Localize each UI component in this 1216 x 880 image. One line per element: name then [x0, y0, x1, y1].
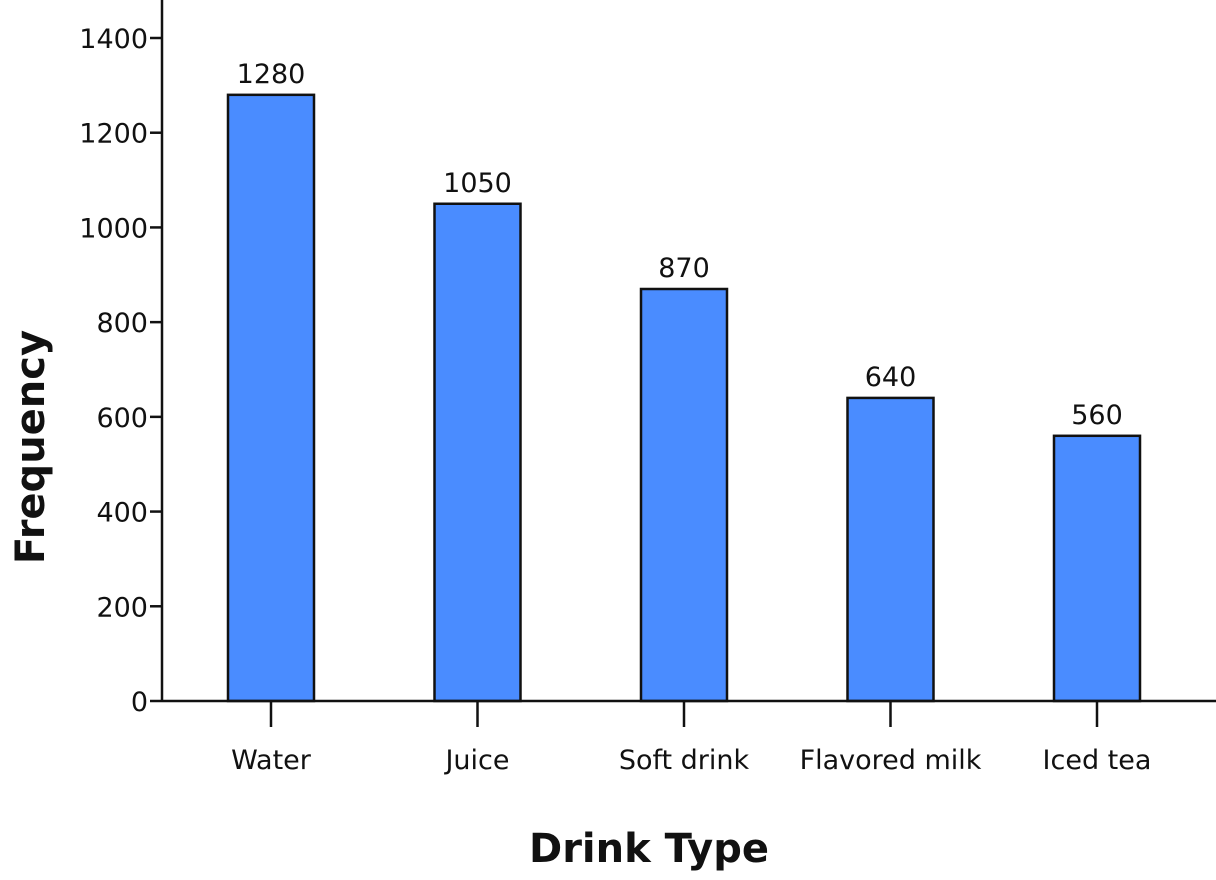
y-axis-title: Frequency — [8, 330, 54, 564]
x-tick-label: Soft drink — [619, 745, 750, 776]
data-labels: 1280 1050 870 640 560 — [237, 59, 1123, 431]
bar-value-label: 1280 — [237, 59, 306, 90]
bar-value-label: 1050 — [443, 168, 512, 199]
y-tick-label: 800 — [96, 308, 148, 339]
bar-value-label: 870 — [658, 253, 710, 284]
bar — [433, 202, 522, 703]
y-tick-label: 0 — [131, 687, 148, 718]
y-tick-label: 1200 — [79, 119, 148, 150]
x-tick-label: Flavored milk — [800, 745, 982, 776]
x-tick-label: Iced tea — [1043, 745, 1152, 776]
bar — [639, 287, 729, 703]
x-tick-label: Juice — [443, 745, 509, 776]
y-tick-label: 400 — [96, 498, 148, 529]
bar-value-label: 560 — [1071, 400, 1123, 431]
bars — [226, 93, 1142, 703]
bar — [1052, 434, 1142, 703]
y-tick-label: 1000 — [79, 213, 148, 244]
bar-value-label: 640 — [865, 362, 917, 393]
bar — [226, 93, 316, 703]
x-tick-label: Water — [231, 745, 312, 776]
y-tick-label: 200 — [96, 592, 148, 623]
x-axis-ticks: Water Juice Soft drink Flavored milk Iced te… — [231, 701, 1151, 776]
y-tick-label: 600 — [96, 403, 148, 434]
y-tick-label: 1400 — [79, 24, 148, 55]
x-axis-title: Drink Type — [529, 826, 769, 872]
bar — [846, 396, 935, 703]
y-axis-ticks: 0 200 400 600 800 1000 1200 1400 — [79, 24, 162, 718]
